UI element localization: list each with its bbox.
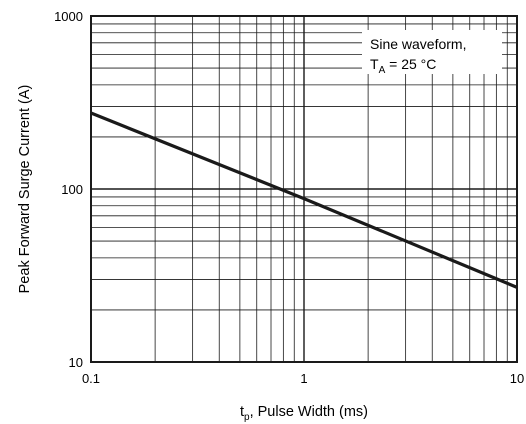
annotation-temp-value: = 25 °C <box>385 56 436 72</box>
series-group <box>90 111 518 289</box>
x-axis-title-rest: , Pulse Width (ms) <box>250 404 368 420</box>
annotation-temp-symbol: T <box>370 56 379 72</box>
annotation-temp-subscript: A <box>379 65 386 76</box>
y-tick-label: 1000 <box>54 9 83 24</box>
annotation-line-1: Sine waveform, <box>370 36 466 52</box>
x-tick-label: 1 <box>300 371 307 386</box>
y-tick-label: 100 <box>61 182 83 197</box>
y-tick-labels: 10 100 1000 <box>54 9 83 370</box>
y-axis-title: Peak Forward Surge Current (A) <box>17 85 33 294</box>
y-tick-label: 10 <box>69 355 83 370</box>
series-line-1 <box>90 111 518 289</box>
x-axis-title-symbol: t <box>240 404 244 420</box>
annotation-background <box>362 30 502 74</box>
x-axis-title: tp, Pulse Width (ms) <box>240 404 368 423</box>
annotation-line-2: TA = 25 °C <box>370 56 436 76</box>
x-tick-labels: 0.1 1 10 <box>82 371 524 386</box>
plot-frame <box>90 15 518 363</box>
x-tick-label: 0.1 <box>82 371 100 386</box>
x-axis-title-subscript: p <box>244 412 250 423</box>
x-tick-label: 10 <box>510 371 524 386</box>
annotation-box: Sine waveform, TA = 25 °C <box>362 30 502 76</box>
